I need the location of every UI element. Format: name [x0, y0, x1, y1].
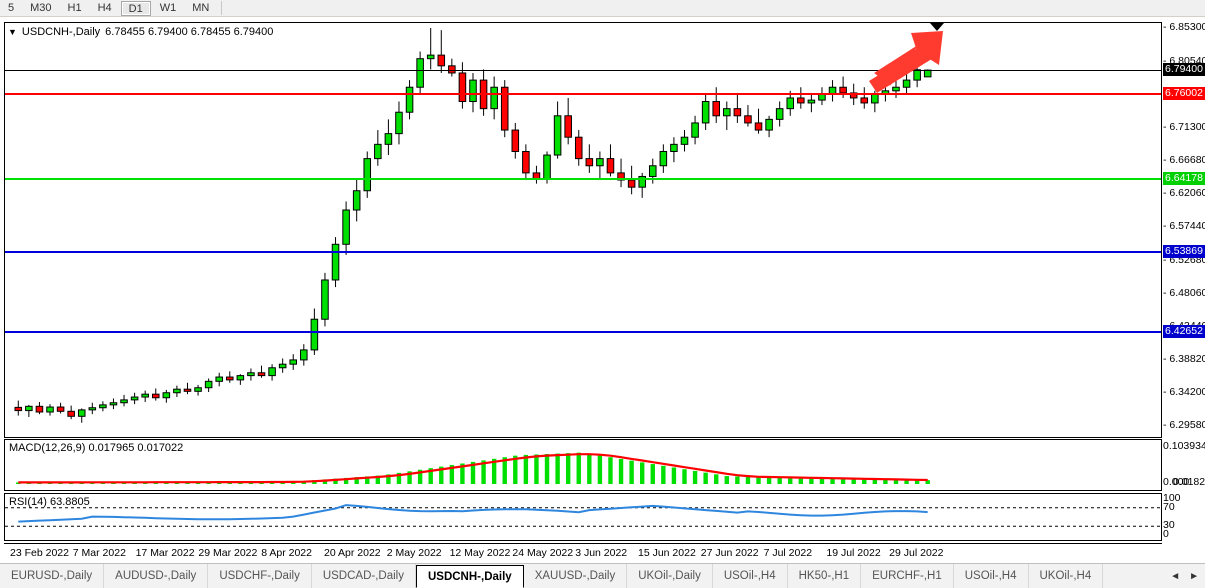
price-tick: - 6.52680: [1163, 253, 1205, 266]
timeframe-5[interactable]: 5: [8, 1, 15, 14]
symbol-ohlc-values: 6.78455 6.79400 6.78455 6.79400: [105, 26, 274, 38]
chart-tab-usoilh4[interactable]: USOil-,H4: [954, 564, 1029, 588]
rsi-scale-value: 30: [1163, 519, 1175, 532]
candlestick-series: [14, 27, 932, 423]
lower-level-line-1[interactable]: [5, 251, 1161, 254]
date-label: 8 Apr 2022: [261, 547, 312, 559]
price-label-blue: 6.42652: [1163, 325, 1205, 339]
date-label: 29 Mar 2022: [198, 547, 258, 559]
chart-tab-ukoildaily[interactable]: UKOil-,Daily: [627, 564, 713, 588]
chart-area: ▼ USDCNH-,Daily 6.78455 6.79400 6.78455 …: [0, 17, 1205, 563]
chart-tab-eurchfh1[interactable]: EURCHF-,H1: [861, 564, 954, 588]
price-pane[interactable]: ▼ USDCNH-,Daily 6.78455 6.79400 6.78455 …: [4, 22, 1162, 438]
price-tick: - 6.57440: [1163, 219, 1205, 232]
timeframe-d1[interactable]: D1: [120, 0, 151, 16]
price-label-red: 6.76002: [1163, 87, 1205, 101]
timeframe-mn[interactable]: MN: [192, 1, 210, 14]
chart-tab-audusddaily[interactable]: AUDUSD-,Daily: [104, 564, 209, 588]
date-axis: 23 Feb 2022 7 Mar 2022 17 Mar 2022 29 Mar 2…: [4, 543, 1162, 561]
tab-nav-controls[interactable]: ◄ ►: [1164, 564, 1205, 588]
macd-pane[interactable]: MACD(12,26,9) 0.017965 0.017022: [4, 439, 1162, 491]
chart-tab-usoilh4[interactable]: USOil-,H4: [713, 564, 788, 588]
down-triangle-marker: [930, 23, 944, 31]
chart-tab-ukoilh4[interactable]: UKOil-,H4: [1029, 564, 1104, 588]
date-label: 3 Jun 2022: [575, 547, 628, 559]
chart-tab-usdcaddaily[interactable]: USDCAD-,Daily: [312, 564, 416, 588]
price-tick: - 6.80540: [1163, 54, 1205, 67]
symbol-name: USDCNH-,Daily: [21, 26, 101, 38]
date-label: 12 May 2022: [449, 547, 511, 559]
lower-level-line-2[interactable]: [5, 331, 1161, 334]
timeframe-m30[interactable]: M30: [30, 1, 52, 14]
toolbar-separator: [221, 1, 223, 15]
date-label: 23 Feb 2022: [10, 547, 69, 559]
chart-tab-eurusddaily[interactable]: EURUSD-,Daily: [0, 564, 105, 588]
resistance-line[interactable]: [5, 93, 1161, 96]
chart-tab-usdcnhdaily[interactable]: USDCNH-,Daily: [415, 565, 524, 588]
price-scale[interactable]: - 6.85300 - 6.80540 - 6.71300 - 6.66680 - 6.…: [1163, 22, 1205, 438]
date-label: 20 Apr 2022: [323, 547, 381, 559]
chart-tab-hk50h1[interactable]: HK50-,H1: [788, 564, 862, 588]
date-label: 15 Jun 2022: [637, 547, 696, 559]
date-label: 7 Mar 2022: [72, 547, 126, 559]
chart-tab-usdchfdaily[interactable]: USDCHF-,Daily: [208, 564, 312, 588]
symbol-header: ▼ USDCNH-,Daily 6.78455 6.79400 6.78455 …: [8, 26, 273, 38]
timeframe-h4[interactable]: H4: [97, 1, 112, 14]
chart-tab-xauusddaily[interactable]: XAUUSD-,Daily: [524, 564, 628, 588]
date-label: 17 Mar 2022: [135, 547, 195, 559]
macd-series: [16, 452, 930, 484]
macd-scale-value: 0.000: [1163, 476, 1190, 488]
price-tick: - 6.48060: [1163, 286, 1205, 299]
chevron-down-icon[interactable]: ▼: [8, 26, 17, 37]
tab-prev-icon[interactable]: ◄: [1170, 570, 1181, 582]
macd-scale-value: 0.01829: [1173, 476, 1205, 488]
rsi-pane[interactable]: RSI(14) 63.8805: [4, 493, 1162, 541]
rsi-scale-value: 100: [1163, 492, 1181, 504]
chart-tab-bar: EURUSD-,Daily AUDUSD-,Daily USDCHF-,Daily U…: [0, 563, 1205, 588]
macd-scale-value: 0.103934: [1163, 440, 1205, 452]
date-label: 19 Jul 2022: [826, 547, 881, 559]
rsi-scale-value: 70: [1163, 500, 1175, 513]
price-tick: - 6.66680: [1163, 153, 1205, 166]
rsi-label: RSI(14) 63.8805: [9, 496, 90, 508]
rsi-scale: 100 70 30 0: [1163, 493, 1205, 541]
macd-label: MACD(12,26,9) 0.017965 0.017022: [9, 442, 184, 454]
price-label-green: 6.64178: [1163, 171, 1205, 185]
support-line[interactable]: [5, 177, 1161, 180]
date-label: 24 May 2022: [512, 547, 574, 559]
price-tick: - 6.71300: [1163, 120, 1205, 133]
date-label: 7 Jul 2022: [763, 547, 813, 559]
date-label: 2 May 2022: [386, 547, 442, 559]
date-label: 27 Jun 2022: [700, 547, 759, 559]
price-tick: - 6.38820: [1163, 352, 1205, 365]
price-label-black: 6.79400: [1163, 63, 1205, 77]
current-price-line[interactable]: [5, 70, 1161, 72]
timeframe-h1[interactable]: H1: [67, 1, 82, 14]
rsi-scale-value: 0: [1163, 528, 1169, 540]
timeframe-w1[interactable]: W1: [159, 1, 177, 14]
timeframe-toolbar: 5 M30 H1 H4 D1 W1 MN: [0, 0, 1205, 17]
price-label-blue: 6.53869: [1163, 245, 1205, 259]
price-tick: - 6.34200: [1163, 385, 1205, 398]
date-label: 29 Jul 2022: [889, 547, 944, 559]
rsi-series: [5, 504, 1161, 527]
tab-next-icon[interactable]: ►: [1189, 570, 1199, 582]
price-tick: - 6.29580: [1163, 418, 1205, 431]
price-tick: - 6.62060: [1163, 186, 1205, 199]
price-tick: - 6.85300: [1163, 21, 1205, 33]
